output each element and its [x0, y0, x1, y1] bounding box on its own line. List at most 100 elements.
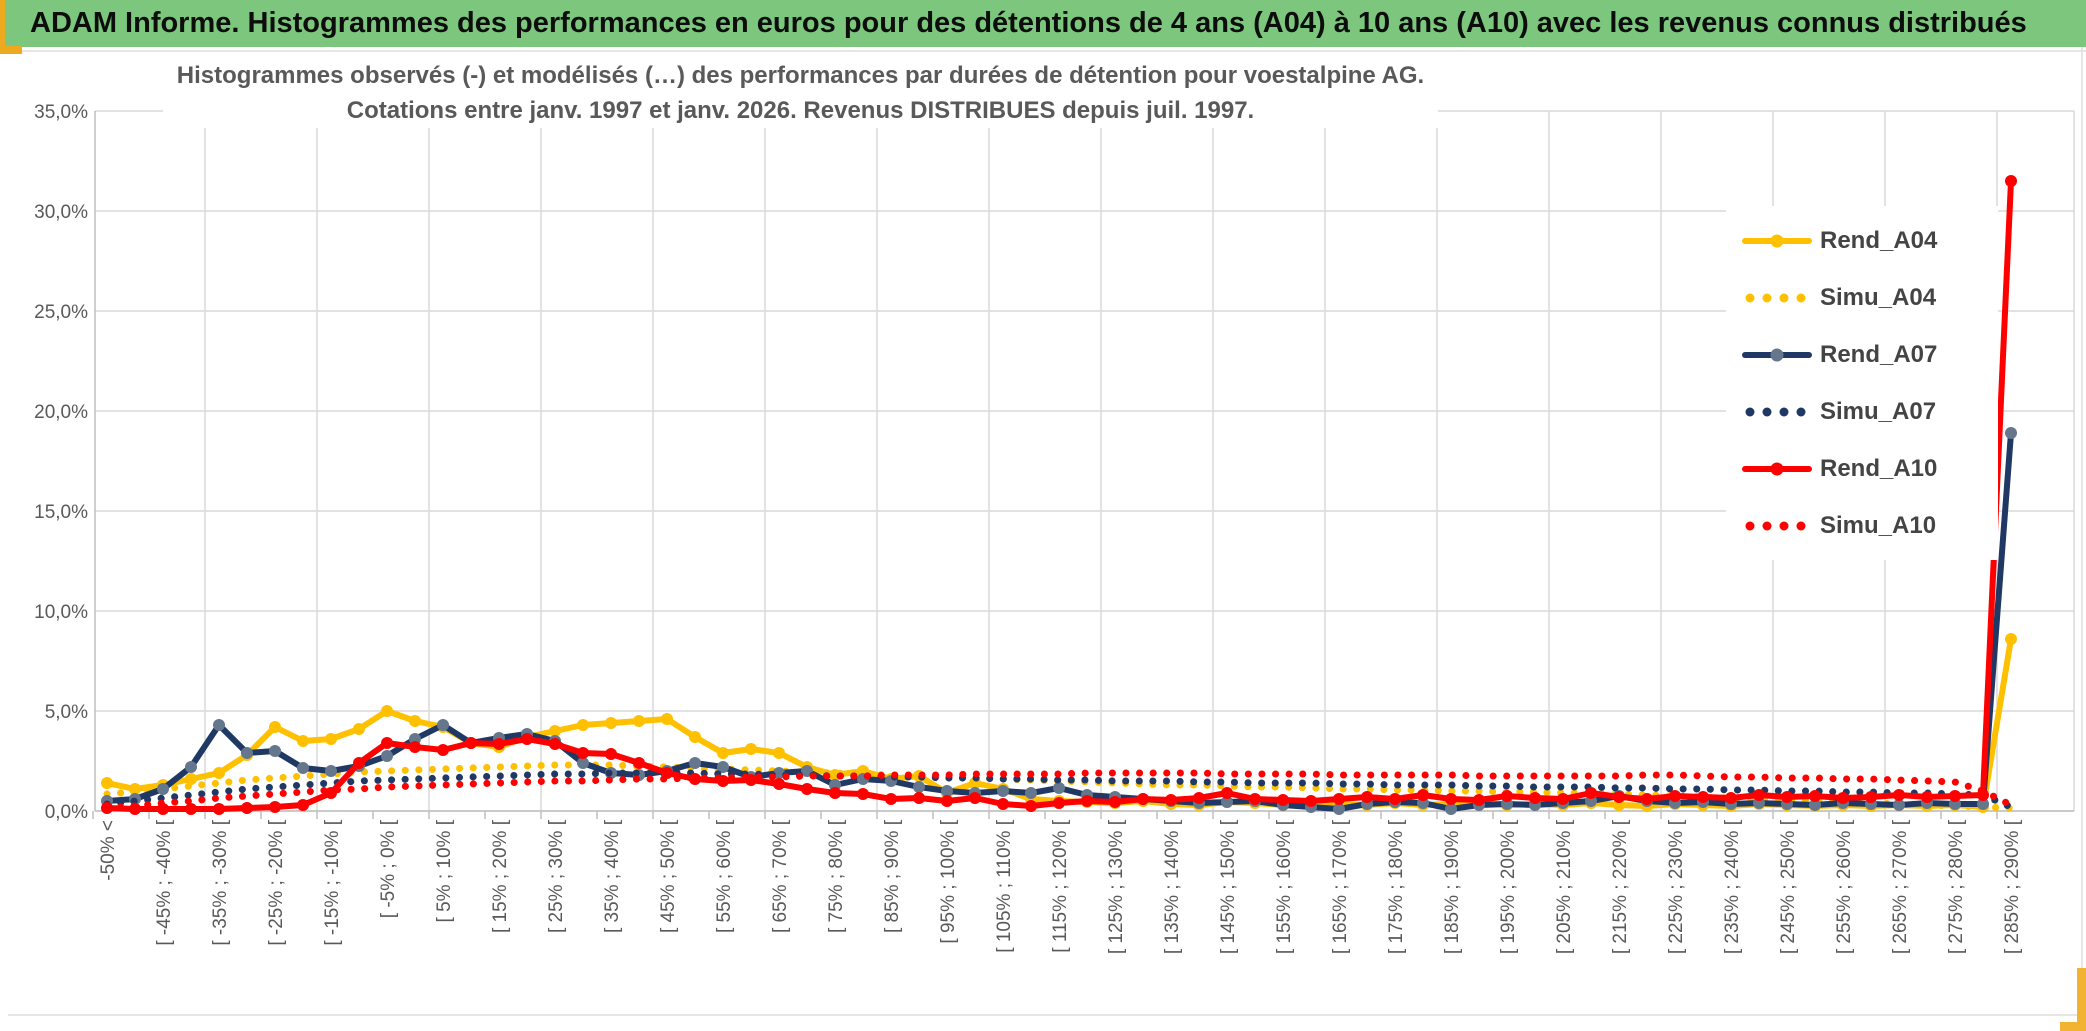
- gold-corner-accent-bottom: [2060, 1022, 2086, 1031]
- x-tick-label: [ 185% ; 190% [: [1442, 819, 1463, 954]
- marker-Rend_A10: [1921, 791, 1933, 803]
- y-tick-label: 25,0%: [34, 302, 88, 323]
- marker-Rend_A10: [801, 783, 813, 795]
- marker-Rend_A10: [857, 788, 869, 800]
- marker-Rend_A04: [269, 721, 281, 733]
- x-tick-label: [ 15% ; 20% [: [490, 819, 511, 933]
- legend-swatch-dotted-line-icon: [1745, 521, 1806, 530]
- x-tick-label: [ 65% ; 70% [: [770, 819, 791, 933]
- legend-swatch-solid-line-icon: [1742, 348, 1812, 361]
- marker-Rend_A04: [213, 767, 225, 779]
- marker-Rend_A07: [213, 719, 225, 731]
- chart-title-line-2: Cotations entre janv. 1997 et janv. 2026…: [346, 97, 1255, 124]
- marker-Rend_A07: [2005, 427, 2017, 439]
- marker-Rend_A10: [1081, 795, 1093, 807]
- marker-Rend_A10: [1725, 792, 1737, 804]
- x-tick-label: [ 125% ; 130% [: [1106, 819, 1127, 954]
- marker-Rend_A10: [297, 799, 309, 811]
- marker-Rend_A07: [717, 761, 729, 773]
- marker-Rend_A10: [913, 792, 925, 804]
- gold-corner-accent-top-left: [0, 46, 22, 54]
- chart-title-line-1: Histogrammes observés (-) et modélisés (…: [176, 62, 1425, 89]
- legend-item-Rend_A07[interactable]: Rend_A07: [1726, 326, 1998, 383]
- marker-Rend_A07: [325, 765, 337, 777]
- legend-item-Simu_A07[interactable]: Simu_A07: [1726, 383, 1998, 440]
- x-tick-label: [ -35% ; -30% [: [210, 819, 231, 945]
- legend-item-Simu_A04[interactable]: Simu_A04: [1726, 269, 1998, 326]
- gold-corner-accent-right: [2077, 968, 2086, 1026]
- marker-Rend_A07: [1977, 798, 1989, 810]
- marker-Rend_A10: [521, 733, 533, 745]
- marker-Rend_A10: [1193, 792, 1205, 804]
- marker-Rend_A04: [549, 725, 561, 737]
- legend-label: Rend_A07: [1820, 340, 1938, 368]
- marker-Rend_A10: [633, 757, 645, 769]
- x-tick-label: [ -45% ; -40% [: [154, 819, 175, 945]
- marker-Rend_A10: [773, 778, 785, 790]
- legend-swatch-solid-line-icon: [1742, 234, 1812, 247]
- marker-Rend_A10: [437, 744, 449, 756]
- marker-Rend_A04: [773, 747, 785, 759]
- gold-left-edge-accent: [0, 0, 5, 47]
- marker-Rend_A07: [1221, 796, 1233, 808]
- marker-Rend_A10: [1417, 789, 1429, 801]
- marker-Rend_A10: [829, 787, 841, 799]
- marker-Rend_A07: [577, 757, 589, 769]
- legend-item-Simu_A10[interactable]: Simu_A10: [1726, 497, 1998, 554]
- legend-item-Rend_A10[interactable]: Rend_A10: [1726, 440, 1998, 497]
- marker-Rend_A10: [2005, 175, 2017, 187]
- x-tick-label: [ 85% ; 90% [: [882, 819, 903, 933]
- marker-Rend_A04: [297, 735, 309, 747]
- marker-Rend_A07: [689, 757, 701, 769]
- y-axis-labels: 0,0% 5,0% 10,0% 15,0% 20,0% 25,0% 30,0% 35,0%: [34, 102, 88, 823]
- y-tick-label: 5,0%: [45, 702, 88, 723]
- marker-Rend_A10: [1865, 791, 1877, 803]
- x-tick-label: [ 225% ; 230% [: [1666, 819, 1687, 954]
- marker-Rend_A04: [2005, 633, 2017, 645]
- marker-Rend_A04: [353, 723, 365, 735]
- report-header-title: ADAM Informe. Histogrammes des performan…: [30, 7, 2027, 39]
- x-tick-label: [ 155% ; 160% [: [1274, 819, 1295, 954]
- marker-Rend_A04: [409, 715, 421, 727]
- marker-Rend_A10: [1669, 790, 1681, 802]
- x-tick-label: [ 115% ; 120% [: [1050, 819, 1071, 952]
- marker-Rend_A10: [1025, 800, 1037, 812]
- y-tick-label: 15,0%: [34, 502, 88, 523]
- x-tick-label: [ 195% ; 200% [: [1498, 819, 1519, 954]
- x-tick-label: [ 285% ; 290% [: [2002, 819, 2023, 954]
- x-tick-label: [ 275% ; 280% [: [1946, 819, 1967, 954]
- marker-Rend_A10: [549, 738, 561, 750]
- marker-Rend_A10: [1697, 791, 1709, 803]
- series-Simu_A10: [103, 769, 2015, 812]
- marker-Rend_A10: [1585, 787, 1597, 799]
- x-tick-label: [ 205% ; 210% [: [1554, 819, 1575, 954]
- marker-Rend_A10: [1361, 791, 1373, 803]
- legend-label: Rend_A04: [1820, 226, 1938, 254]
- marker-Rend_A10: [1501, 790, 1513, 802]
- marker-Rend_A07: [1333, 803, 1345, 815]
- marker-Rend_A07: [185, 761, 197, 773]
- marker-Rend_A10: [1221, 787, 1233, 799]
- x-axis-labels: -50% < [ -45% ; -40% [[ -35% ; -30% [[ -2…: [98, 819, 2023, 954]
- marker-Rend_A10: [1529, 792, 1541, 804]
- marker-Rend_A10: [1305, 795, 1317, 807]
- legend-item-Rend_A04[interactable]: Rend_A04: [1726, 212, 1998, 269]
- marker-Rend_A10: [1109, 796, 1121, 808]
- marker-Rend_A10: [1249, 793, 1261, 805]
- marker-Rend_A07: [157, 783, 169, 795]
- marker-Rend_A04: [633, 715, 645, 727]
- marker-Rend_A04: [661, 713, 673, 725]
- marker-Rend_A07: [1445, 803, 1457, 815]
- x-tick-label: [ -5% ; 0% [: [378, 819, 399, 918]
- series-line-Simu_A10: [103, 769, 2015, 812]
- marker-Rend_A07: [913, 781, 925, 793]
- marker-Rend_A07: [941, 785, 953, 797]
- y-tick-label: 30,0%: [34, 202, 88, 223]
- marker-Rend_A10: [1137, 793, 1149, 805]
- marker-Rend_A10: [605, 748, 617, 760]
- marker-Rend_A10: [577, 747, 589, 759]
- marker-Rend_A04: [717, 747, 729, 759]
- marker-Rend_A10: [1809, 790, 1821, 802]
- marker-Rend_A10: [1473, 794, 1485, 806]
- legend-label: Rend_A10: [1820, 454, 1938, 482]
